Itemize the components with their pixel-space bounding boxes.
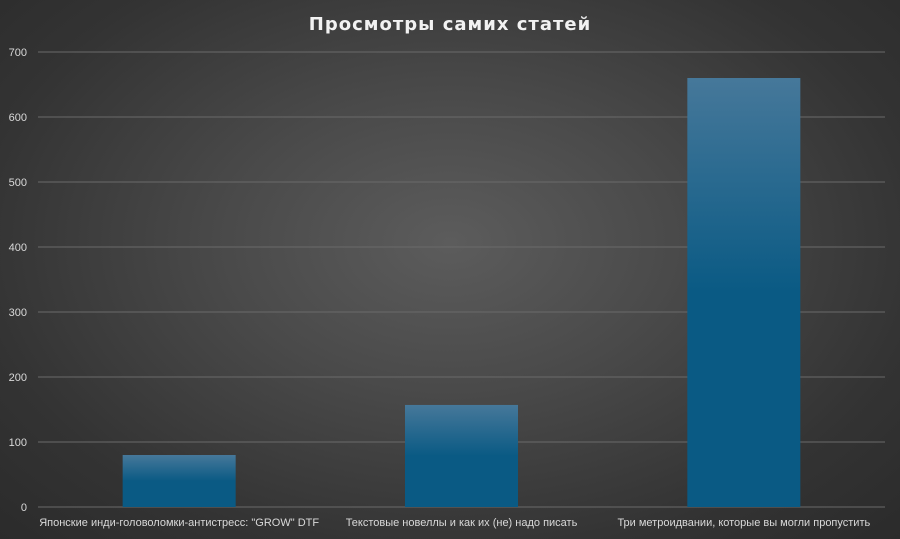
bars xyxy=(122,78,801,507)
y-tick-label: 400 xyxy=(9,242,27,254)
bar-1 xyxy=(122,455,236,507)
x-tick-label: Текстовые новеллы и как их (не) надо пис… xyxy=(346,517,578,529)
y-tick-label: 500 xyxy=(9,177,27,189)
x-tick-label: Японские инди-головоломки-антистресс: "G… xyxy=(39,517,319,529)
y-tick-label: 0 xyxy=(21,502,27,514)
y-tick-label: 600 xyxy=(9,112,27,124)
y-tick-label: 100 xyxy=(9,437,27,449)
y-tick-label: 300 xyxy=(9,307,27,319)
chart-title: Просмотры самих статей xyxy=(309,14,591,35)
y-tick-label: 200 xyxy=(9,372,27,384)
x-axis: Японские инди-головоломки-антистресс: "G… xyxy=(39,517,870,529)
bar-2 xyxy=(405,404,518,507)
x-tick-label: Три метроидвании, которые вы могли пропу… xyxy=(617,517,870,529)
y-tick-label: 700 xyxy=(9,47,27,59)
y-axis: 0 100 200 300 400 500 600 700 xyxy=(9,47,27,514)
bar-3 xyxy=(687,78,801,507)
